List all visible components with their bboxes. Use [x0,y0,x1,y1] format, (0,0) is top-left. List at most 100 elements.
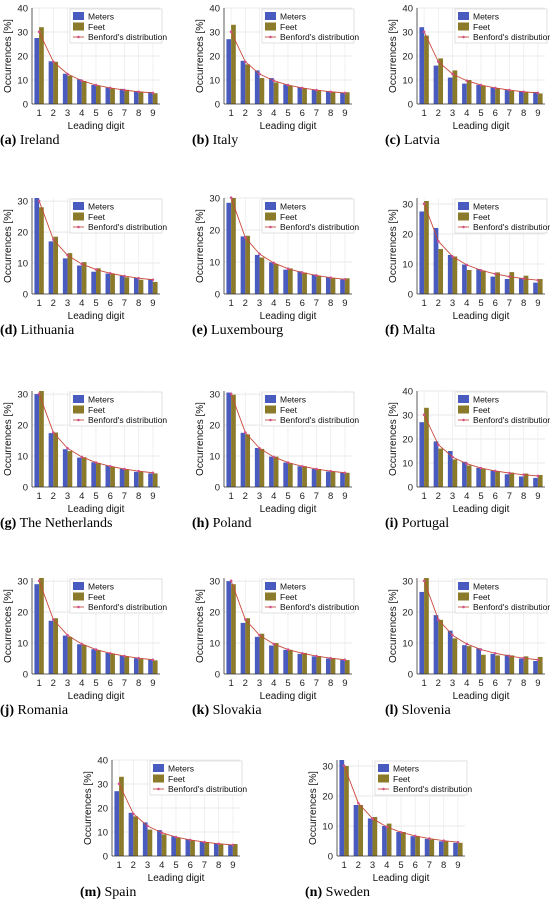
x-tick-label: 6 [493,678,498,689]
x-tick-label: 6 [493,491,498,502]
bar-meters [269,456,274,487]
y-axis-label: Occurrences [%] [388,402,399,476]
bar-feet [288,268,293,294]
benford-point [536,91,540,95]
bar-meters [438,841,444,856]
bar-meters [447,255,453,294]
panel-caption: (g) The Netherlands [0,516,113,532]
legend-swatch-meters [458,582,469,590]
x-tick-label: 4 [79,298,84,309]
panel-caption: (b) Italy [192,133,238,149]
benford-point [52,431,55,434]
x-tick-label: 7 [314,108,319,119]
panel-poland: 0 10 20 30 1 2 3 4 5 6 7 8 9 Leading digit Occurrences… [192,383,372,543]
bar-feet [288,463,293,487]
legend-marker-benford [157,787,160,791]
x-tick-label: 1 [228,678,233,689]
y-tick-label: 20 [402,230,413,241]
benford-point [94,268,98,271]
benford-point [315,274,318,277]
legend-label-feet: Feet [280,212,298,222]
bar-feet [124,656,130,674]
x-tick-label: 6 [300,491,305,502]
bar-meters [133,471,139,487]
benford-point [329,656,332,660]
bar-feet [424,201,429,294]
y-tick-label: 0 [103,852,108,863]
x-tick-label: 7 [314,298,319,309]
benford-point [108,86,112,90]
x-tick-label: 1 [36,108,41,119]
legend-marker-benford [462,35,465,39]
panel-caption: (l) Slovenia [385,703,451,719]
x-tick-label: 3 [65,678,70,689]
x-tick-label: 9 [342,491,347,502]
legend-label-meters: Meters [88,12,114,22]
legend-label-benford: Benford's distribution [88,602,167,612]
bar-meters [476,648,481,674]
x-tick-label: 5 [478,678,483,689]
benford-point [399,831,403,834]
legend-swatch-feet [458,22,469,31]
panel-caption: (k) Slovakia [192,703,262,719]
bar-meters [433,228,439,294]
benford-point [244,618,247,621]
bar-meters [311,469,317,487]
bar-feet [452,638,458,674]
benford-point [37,30,41,34]
bar-meters [91,462,96,487]
x-tick-label: 1 [228,491,233,502]
y-tick-label: 10 [17,452,28,463]
bar-meters [476,269,481,294]
x-tick-label: 6 [188,860,193,871]
bar-meters [340,660,345,674]
benford-point [371,817,374,820]
panel-caption: (i) Portugal [385,516,449,532]
legend-swatch-feet [265,212,276,221]
x-tick-label: 3 [370,860,375,871]
x-tick-label: 4 [271,108,276,119]
bar-feet [110,466,115,487]
legend-marker-benford [269,225,272,229]
bar-meters [504,90,510,104]
legend-box [261,578,355,614]
benford-point [300,86,304,90]
legend-box [261,391,355,427]
x-tick-label: 8 [521,108,526,119]
bar-meters [119,275,125,294]
bar-meters [340,472,345,487]
bar-feet [438,448,444,487]
bar-feet [523,473,529,487]
bar-meters [367,818,373,856]
y-tick-label: 0 [23,670,28,681]
y-axis-label: Occurrences [%] [83,771,94,845]
bar-feet [344,766,349,856]
x-tick-label: 2 [243,108,248,119]
x-tick-label: 8 [136,108,141,119]
legend-box [261,198,355,234]
bar-meters [148,659,153,674]
benford-point [52,60,55,64]
x-tick-label: 1 [421,298,426,309]
legend-label-meters: Meters [88,202,114,212]
bar-feet [245,235,251,294]
x-axis-label: Leading digit [68,691,125,702]
y-tick-label: 20 [97,804,108,815]
legend-marker-benford [462,605,465,609]
bar-feet [110,273,115,294]
bar-meters [476,467,481,487]
legend-swatch-meters [458,395,469,403]
bar-feet [96,650,101,674]
legend-label-benford: Benford's distribution [280,222,359,232]
x-tick-label: 5 [285,491,290,502]
panel-netherlands: 0 10 20 30 1 2 3 4 5 6 7 8 9 Leading digit Occurrences… [0,383,180,543]
bar-meters [148,473,153,487]
y-tick-label: 30 [17,197,28,208]
y-axis-label: Occurrences [%] [388,19,399,93]
y-tick-label: 20 [17,608,28,619]
x-tick-label: 4 [464,298,469,309]
x-tick-label: 5 [398,860,403,871]
panel-caption: (j) Romania [0,703,68,719]
legend-label-feet: Feet [473,405,491,415]
legend-label-meters: Meters [168,764,194,774]
